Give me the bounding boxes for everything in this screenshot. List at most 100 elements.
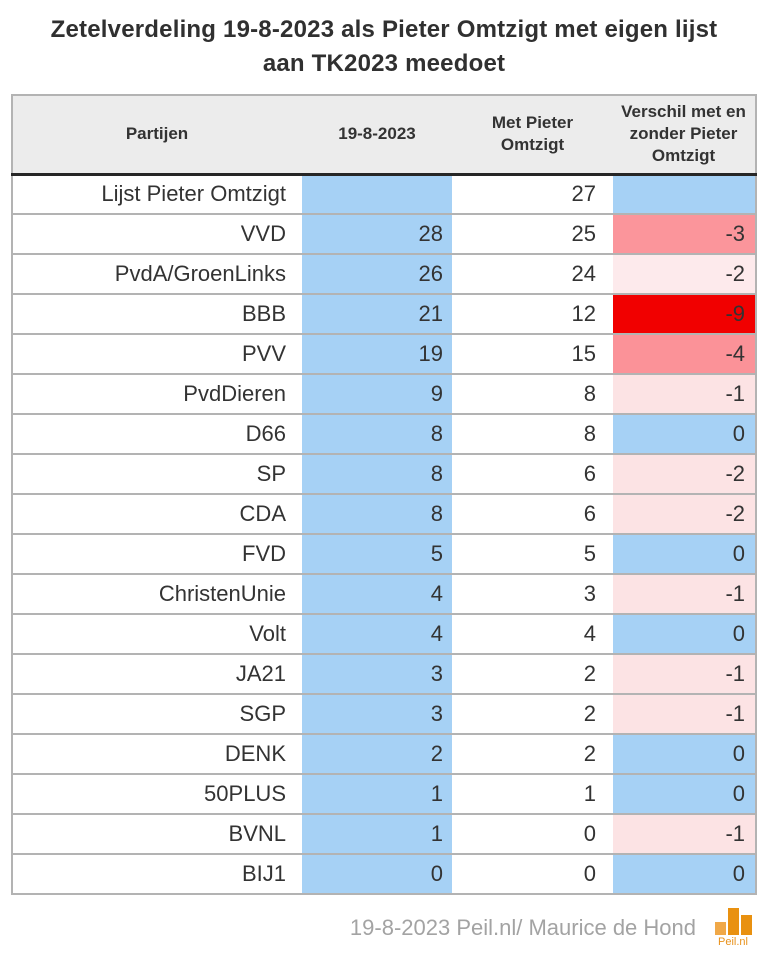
table-row: JA21 3 2 -1	[11, 654, 757, 695]
seats-19-8-2023-cell: 21	[300, 294, 453, 335]
logo-bar-small	[714, 922, 726, 935]
table-row: BVNL 1 0 -1	[11, 814, 757, 855]
diff-cell: -1	[611, 694, 757, 735]
table-row: 50PLUS 1 1 0	[11, 774, 757, 815]
party-cell: 50PLUS	[11, 774, 301, 815]
table-row: FVD 5 5 0	[11, 534, 757, 575]
chart-title-line2: aan TK2023 meedoet	[262, 50, 506, 77]
seats-19-8-2023-cell: 3	[300, 654, 453, 695]
table-row: BBB 21 12 -9	[11, 294, 757, 335]
diff-cell	[611, 174, 757, 215]
diff-cell: -3	[611, 214, 757, 255]
column-header-partijen: Partijen	[11, 94, 301, 176]
table-row: SP 8 6 -2	[11, 454, 757, 495]
table-row: SGP 3 2 -1	[11, 694, 757, 735]
party-cell: Lijst Pieter Omtzigt	[11, 174, 301, 215]
diff-cell: -1	[611, 654, 757, 695]
diff-cell: -1	[611, 374, 757, 415]
header-row: Partijen 19-8-2023 Met Pieter Omtzigt Ve…	[11, 94, 757, 176]
logo-bar-tall	[727, 908, 739, 935]
table-row: ChristenUnie 4 3 -1	[11, 574, 757, 615]
diff-cell: -9	[611, 294, 757, 335]
table-body: Lijst Pieter Omtzigt 27 VVD 28 25 -3 Pvd…	[11, 174, 757, 895]
diff-cell: -2	[611, 454, 757, 495]
diff-cell: 0	[611, 414, 757, 455]
table-row: Volt 4 4 0	[11, 614, 757, 655]
diff-cell: -4	[611, 334, 757, 375]
seats-19-8-2023-cell: 1	[300, 774, 453, 815]
peilnl-logo-text: Peil.nl	[718, 936, 748, 948]
party-cell: BIJ1	[11, 854, 301, 895]
seats-19-8-2023-cell: 26	[300, 254, 453, 295]
seats-19-8-2023-cell: 8	[300, 414, 453, 455]
seats-with-omtzigt-cell: 12	[452, 294, 612, 335]
party-cell: PvdDieren	[11, 374, 301, 415]
seats-19-8-2023-cell: 4	[300, 614, 453, 655]
seats-with-omtzigt-cell: 3	[452, 574, 612, 615]
seats-with-omtzigt-cell: 24	[452, 254, 612, 295]
table-row: VVD 28 25 -3	[11, 214, 757, 255]
party-cell: BBB	[11, 294, 301, 335]
party-cell: BVNL	[11, 814, 301, 855]
logo-bar-medium	[740, 915, 752, 935]
diff-cell: 0	[611, 854, 757, 895]
diff-cell: -1	[611, 814, 757, 855]
chart-title-line1: Zetelverdeling 19-8-2023 als Pieter Omtz…	[50, 16, 718, 43]
seats-with-omtzigt-cell: 5	[452, 534, 612, 575]
table-row: PVV 19 15 -4	[11, 334, 757, 375]
diff-cell: 0	[611, 774, 757, 815]
peilnl-bar-chart-icon	[714, 908, 752, 935]
column-header-verschil: Verschil met en zonder Pieter Omtzigt	[612, 94, 757, 176]
seats-19-8-2023-cell: 8	[300, 494, 453, 535]
seats-19-8-2023-cell	[300, 174, 453, 215]
seats-with-omtzigt-cell: 0	[452, 814, 612, 855]
party-cell: CDA	[11, 494, 301, 535]
seats-with-omtzigt-cell: 6	[452, 454, 612, 495]
party-cell: PVV	[11, 334, 301, 375]
party-cell: SGP	[11, 694, 301, 735]
seats-with-omtzigt-cell: 6	[452, 494, 612, 535]
party-cell: D66	[11, 414, 301, 455]
table-row: DENK 2 2 0	[11, 734, 757, 775]
seats-19-8-2023-cell: 3	[300, 694, 453, 735]
seats-with-omtzigt-cell: 2	[452, 694, 612, 735]
source-caption: 19-8-2023 Peil.nl/ Maurice de Hond	[349, 915, 696, 940]
party-cell: SP	[11, 454, 301, 495]
peilnl-logo: Peil.nl	[710, 908, 756, 948]
party-cell: FVD	[11, 534, 301, 575]
seats-with-omtzigt-cell: 8	[452, 374, 612, 415]
seats-19-8-2023-cell: 1	[300, 814, 453, 855]
seats-with-omtzigt-cell: 2	[452, 654, 612, 695]
table-row: BIJ1 0 0 0	[11, 854, 757, 895]
column-header-met-pieter-omtzigt: Met Pieter Omtzigt	[453, 94, 612, 176]
seats-with-omtzigt-cell: 25	[452, 214, 612, 255]
seats-with-omtzigt-cell: 15	[452, 334, 612, 375]
chart-title: Zetelverdeling 19-8-2023 als Pieter Omtz…	[0, 0, 768, 81]
table-row: PvdA/GroenLinks 26 24 -2	[11, 254, 757, 295]
seats-with-omtzigt-cell: 27	[452, 174, 612, 215]
seats-19-8-2023-cell: 8	[300, 454, 453, 495]
table-row: Lijst Pieter Omtzigt 27	[11, 174, 757, 215]
table-row: CDA 8 6 -2	[11, 494, 757, 535]
column-header-19-8-2023: 19-8-2023	[301, 94, 453, 176]
table-row: PvdDieren 9 8 -1	[11, 374, 757, 415]
diff-cell: 0	[611, 534, 757, 575]
seats-19-8-2023-cell: 4	[300, 574, 453, 615]
party-cell: VVD	[11, 214, 301, 255]
seats-with-omtzigt-cell: 1	[452, 774, 612, 815]
seats-19-8-2023-cell: 28	[300, 214, 453, 255]
seats-19-8-2023-cell: 2	[300, 734, 453, 775]
diff-cell: -2	[611, 254, 757, 295]
seats-19-8-2023-cell: 0	[300, 854, 453, 895]
seats-with-omtzigt-cell: 4	[452, 614, 612, 655]
party-cell: PvdA/GroenLinks	[11, 254, 301, 295]
diff-cell: 0	[611, 734, 757, 775]
table-header: Partijen 19-8-2023 Met Pieter Omtzigt Ve…	[11, 94, 757, 176]
footer: 19-8-2023 Peil.nl/ Maurice de Hond Peil.…	[12, 905, 756, 951]
party-cell: JA21	[11, 654, 301, 695]
party-cell: ChristenUnie	[11, 574, 301, 615]
seats-with-omtzigt-cell: 8	[452, 414, 612, 455]
seats-with-omtzigt-cell: 0	[452, 854, 612, 895]
seat-table: Partijen 19-8-2023 Met Pieter Omtzigt Ve…	[11, 94, 757, 895]
